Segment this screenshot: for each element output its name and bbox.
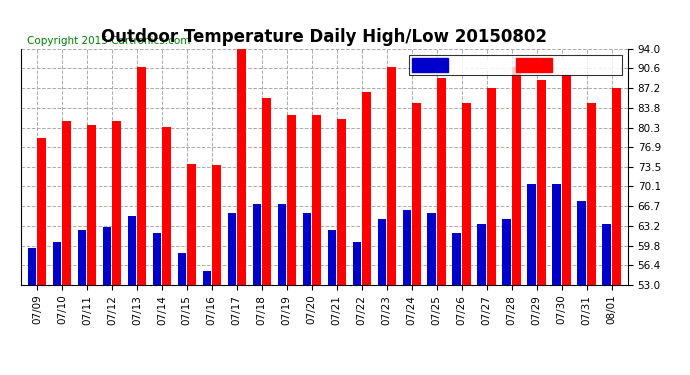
Bar xyxy=(587,104,596,285)
Bar xyxy=(428,213,436,285)
Bar xyxy=(277,204,286,285)
Bar xyxy=(527,184,536,285)
Bar xyxy=(462,104,471,285)
Bar xyxy=(302,213,311,285)
Bar xyxy=(487,88,496,285)
Bar xyxy=(152,233,161,285)
Bar xyxy=(188,164,196,285)
Bar xyxy=(412,104,421,285)
Bar xyxy=(313,115,321,285)
Bar xyxy=(353,242,362,285)
Bar xyxy=(602,225,611,285)
Bar xyxy=(52,242,61,285)
Bar xyxy=(237,49,246,285)
Bar xyxy=(262,98,271,285)
Bar xyxy=(213,165,221,285)
Bar xyxy=(253,204,262,285)
Bar xyxy=(328,230,336,285)
Bar xyxy=(88,125,96,285)
Bar xyxy=(112,121,121,285)
Bar xyxy=(177,253,186,285)
Bar xyxy=(128,216,137,285)
Bar xyxy=(437,78,446,285)
Bar xyxy=(37,138,46,285)
Bar xyxy=(62,121,71,285)
Text: Copyright 2015 Cartronics.com: Copyright 2015 Cartronics.com xyxy=(27,36,190,46)
Legend: Low  (°F), High  (°F): Low (°F), High (°F) xyxy=(408,55,622,75)
Bar xyxy=(502,219,511,285)
Bar xyxy=(453,233,461,285)
Bar xyxy=(477,225,486,285)
Bar xyxy=(562,75,571,285)
Bar xyxy=(203,271,211,285)
Bar xyxy=(337,119,346,285)
Bar xyxy=(137,67,146,285)
Bar xyxy=(512,67,521,285)
Bar xyxy=(402,210,411,285)
Bar xyxy=(78,230,86,285)
Bar xyxy=(287,115,296,285)
Bar xyxy=(103,227,111,285)
Bar xyxy=(162,126,171,285)
Title: Outdoor Temperature Daily High/Low 20150802: Outdoor Temperature Daily High/Low 20150… xyxy=(101,28,547,46)
Bar xyxy=(28,248,37,285)
Bar xyxy=(228,213,237,285)
Bar xyxy=(387,67,396,285)
Bar xyxy=(377,219,386,285)
Bar xyxy=(553,184,561,285)
Bar xyxy=(612,88,621,285)
Bar xyxy=(362,92,371,285)
Bar xyxy=(538,81,546,285)
Bar xyxy=(578,201,586,285)
